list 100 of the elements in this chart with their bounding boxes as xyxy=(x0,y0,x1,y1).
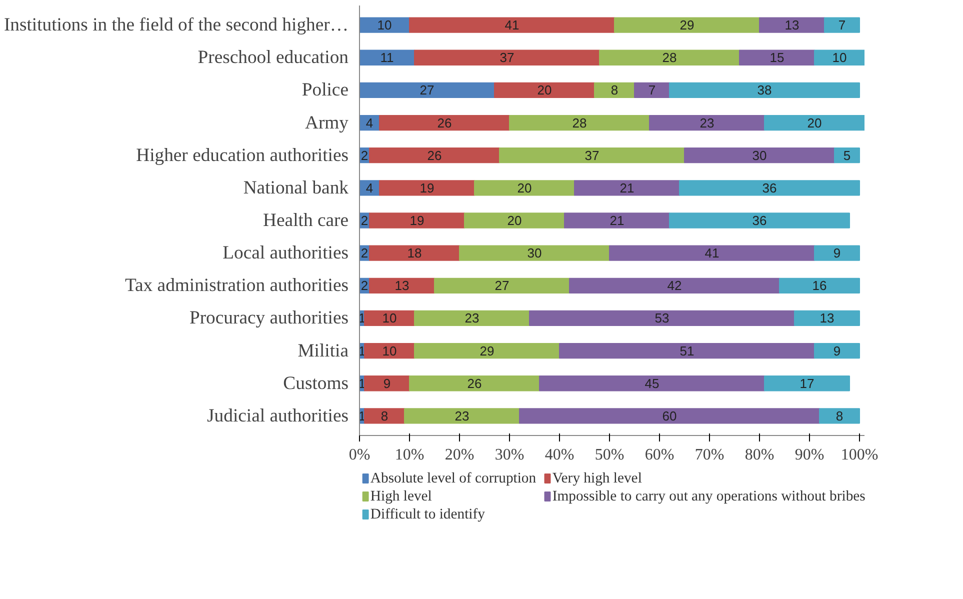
data-label: 10 xyxy=(382,310,397,326)
data-label: 30 xyxy=(527,246,542,261)
data-label: 8 xyxy=(836,408,844,424)
bar xyxy=(364,408,405,424)
bar xyxy=(834,148,860,164)
data-label: 2 xyxy=(360,148,368,163)
bar xyxy=(474,180,575,196)
bar xyxy=(519,408,820,424)
bar xyxy=(379,180,475,196)
x-tick-label: 90% xyxy=(794,446,824,464)
bar xyxy=(814,342,860,359)
bar xyxy=(369,148,500,164)
x-tick-label: 70% xyxy=(694,446,724,464)
data-label: 17 xyxy=(800,376,814,391)
data-label: 51 xyxy=(680,343,694,358)
x-tick-label: 0% xyxy=(348,446,370,464)
y-tick-label: Army xyxy=(304,112,350,134)
data-label: 13 xyxy=(394,278,410,294)
bar xyxy=(634,82,670,98)
data-label: 20 xyxy=(517,180,532,196)
y-tick-label: Judicial authorities xyxy=(207,405,349,426)
data-label: 21 xyxy=(620,180,634,196)
data-label: 8 xyxy=(380,408,388,424)
bar xyxy=(364,310,415,326)
data-label: 20 xyxy=(507,213,522,228)
data-label: 27 xyxy=(494,278,510,294)
bar xyxy=(649,114,765,131)
y-tick-label: Local authorities xyxy=(222,242,349,264)
y-tick-label: Higher education authorities xyxy=(136,144,348,166)
data-label: 23 xyxy=(454,408,470,424)
data-label: 36 xyxy=(752,213,767,228)
data-label: 9 xyxy=(833,343,841,358)
x-tick-label: 60% xyxy=(644,446,674,464)
x-tick-label: 10% xyxy=(394,446,424,464)
data-label: 19 xyxy=(410,213,424,228)
bar xyxy=(369,245,460,261)
x-tick-label: 30% xyxy=(494,446,524,464)
bar xyxy=(409,17,615,33)
data-label: 20 xyxy=(537,82,552,98)
y-tick-label: Tax administration authorities xyxy=(124,275,349,296)
data-label: 26 xyxy=(427,148,442,163)
bar xyxy=(594,82,635,98)
data-label: 37 xyxy=(584,148,600,163)
data-label: 18 xyxy=(407,246,422,261)
data-label: 23 xyxy=(700,115,714,130)
data-label: 38 xyxy=(757,82,772,98)
bar xyxy=(574,180,680,196)
bar xyxy=(364,342,415,359)
bar xyxy=(569,278,780,294)
data-label: 8 xyxy=(610,82,618,98)
data-label: 30 xyxy=(752,148,767,163)
data-label: 7 xyxy=(648,82,656,98)
data-label: 37 xyxy=(500,50,514,66)
data-label: 26 xyxy=(437,115,452,130)
y-tick-label: Police xyxy=(302,80,349,101)
data-label: 60 xyxy=(662,408,677,424)
bar xyxy=(564,212,670,228)
data-label: 2 xyxy=(360,246,368,261)
legend-label: High level xyxy=(370,488,432,504)
bar xyxy=(669,82,860,98)
bar xyxy=(779,278,860,294)
bar xyxy=(559,342,815,359)
data-label: 16 xyxy=(812,278,827,294)
y-tick-label: Customs xyxy=(283,372,349,394)
bar xyxy=(414,310,530,326)
bar xyxy=(794,310,860,326)
bar xyxy=(764,114,864,131)
data-label: 26 xyxy=(467,376,482,391)
data-label: 21 xyxy=(610,213,624,228)
data-label: 19 xyxy=(420,180,434,196)
data-label: 27 xyxy=(420,82,434,98)
data-label: 29 xyxy=(480,343,494,358)
legend-label: Very high level xyxy=(552,470,642,486)
bar xyxy=(414,342,560,359)
x-tick-label: 80% xyxy=(744,446,774,464)
data-label: 4 xyxy=(366,115,374,130)
data-label: 10 xyxy=(832,50,847,66)
y-tick-label: Militia xyxy=(298,340,350,362)
bar xyxy=(360,50,415,66)
bar xyxy=(499,148,685,164)
bar xyxy=(494,82,595,98)
data-label: 23 xyxy=(464,310,480,326)
data-label: 2 xyxy=(360,213,368,228)
data-label: 2 xyxy=(360,278,368,294)
data-label: 42 xyxy=(667,278,682,294)
data-label: 28 xyxy=(662,50,677,66)
bar xyxy=(459,245,610,261)
data-label: 10 xyxy=(377,18,392,33)
data-label: 45 xyxy=(644,376,660,391)
data-label: 53 xyxy=(654,310,670,326)
bar xyxy=(819,408,860,424)
bar xyxy=(764,376,850,392)
data-label: 28 xyxy=(572,115,587,130)
data-label: 15 xyxy=(770,50,784,66)
bar xyxy=(614,17,760,33)
bar xyxy=(379,114,510,131)
bar xyxy=(369,212,465,228)
bar xyxy=(759,17,825,33)
bar xyxy=(824,17,860,33)
bar xyxy=(814,50,864,66)
